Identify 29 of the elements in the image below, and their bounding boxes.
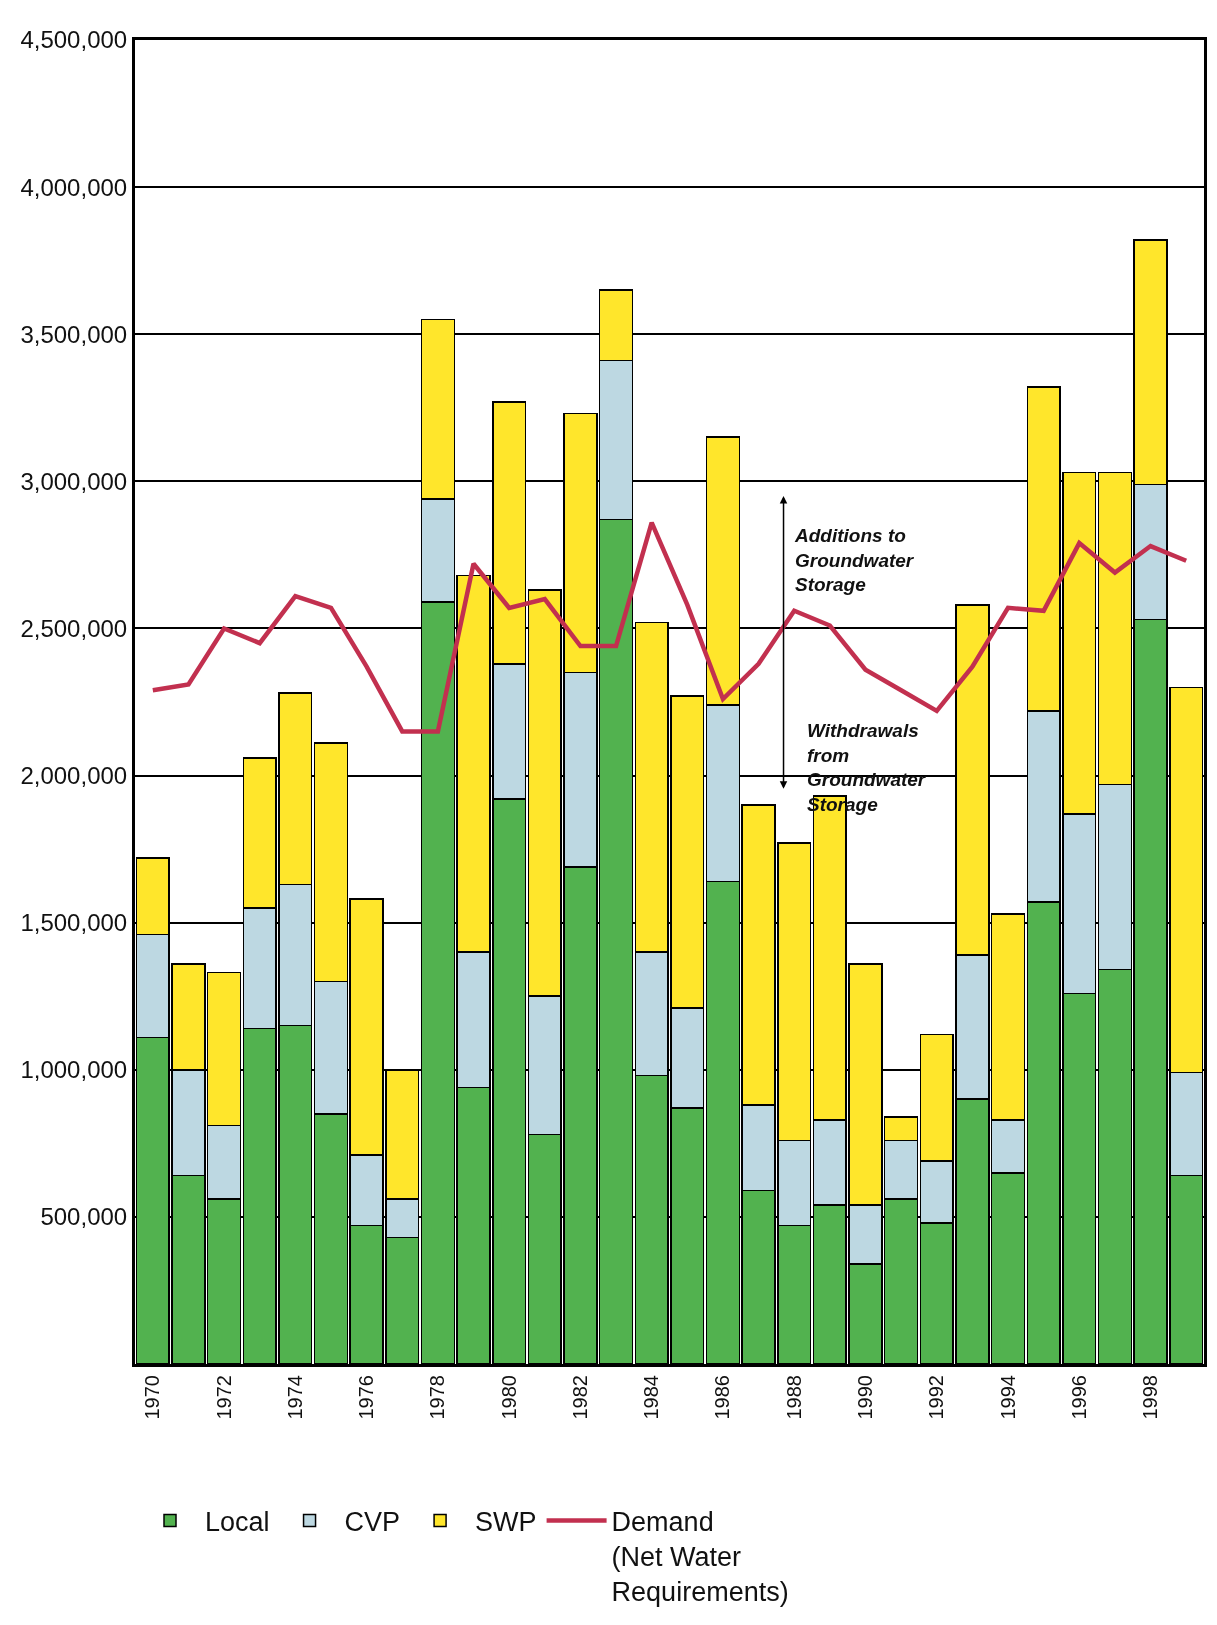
x-tick-label: 1970 bbox=[141, 1375, 164, 1420]
x-tick-label: 1974 bbox=[283, 1375, 306, 1420]
y-tick-label: 4,500,000 bbox=[20, 26, 128, 54]
x-tick-label: 1972 bbox=[212, 1375, 235, 1420]
x-tick-label: 1990 bbox=[853, 1375, 876, 1420]
x-tick-label: 1992 bbox=[925, 1375, 948, 1420]
x-tick-label: 1976 bbox=[355, 1375, 378, 1420]
legend-label: Local bbox=[205, 1506, 270, 1537]
x-tick-label: 1994 bbox=[996, 1375, 1019, 1420]
y-tick-label: 2,500,000 bbox=[20, 614, 128, 642]
y-tick-label: 3,000,000 bbox=[20, 467, 128, 495]
x-tick-label: 1980 bbox=[497, 1375, 520, 1420]
legend-label: Demand (Net Water Requirements) bbox=[611, 1506, 789, 1608]
y-tick-label: 4,000,000 bbox=[20, 173, 128, 201]
y-tick-label: 1,500,000 bbox=[20, 909, 128, 937]
legend-label: SWP bbox=[475, 1506, 537, 1537]
y-tick-label: 500,000 bbox=[40, 1203, 128, 1231]
x-tick-label: 1986 bbox=[711, 1375, 734, 1420]
x-tick-label: 1984 bbox=[640, 1375, 663, 1420]
x-tick-label: 1978 bbox=[426, 1375, 449, 1420]
y-tick-label: 3,500,000 bbox=[20, 320, 128, 348]
x-tick-label: 1996 bbox=[1067, 1375, 1090, 1420]
x-tick-label: 1982 bbox=[568, 1375, 591, 1420]
y-tick-label: 2,000,000 bbox=[20, 761, 128, 789]
y-tick-label: 1,000,000 bbox=[20, 1056, 128, 1084]
x-tick-label: 1988 bbox=[782, 1375, 805, 1420]
annotation: Additions to Groundwater Storage bbox=[794, 525, 915, 596]
x-tick-label: 1998 bbox=[1139, 1375, 1162, 1420]
legend-label: CVP bbox=[344, 1506, 401, 1537]
